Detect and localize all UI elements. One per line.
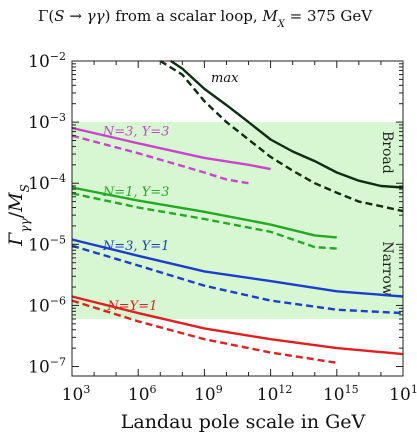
narrow-broad-band xyxy=(72,122,403,319)
annotation-3: N=3, Y=1 xyxy=(102,239,170,254)
x-tick-label: 1015 xyxy=(323,383,359,405)
x-tick-label: 109 xyxy=(194,383,223,405)
series-2-dashed-line xyxy=(71,192,337,250)
series-4-dashed-line xyxy=(71,299,337,364)
curves xyxy=(71,59,404,364)
y-tick-label: 10−3 xyxy=(28,111,66,133)
axis-ticks xyxy=(71,60,404,376)
y-tick-label: 10−7 xyxy=(28,356,66,378)
tick-labels: 103 106 109 1012 1015 1018 10−7 10−6 10−5 10−4 10−… xyxy=(28,50,417,405)
annotation-4: N=Y=1 xyxy=(106,299,157,314)
x-axis-label: Landau pole scale in GeV xyxy=(121,411,366,433)
series-0-dashed-line xyxy=(159,59,404,213)
y-tick-label: 10−6 xyxy=(28,294,66,316)
series-2-solid-line xyxy=(71,186,337,239)
y-tick-label: 10−5 xyxy=(28,233,66,255)
y-axis-label: Γγγ/MS xyxy=(5,184,32,247)
annotation-0: max xyxy=(211,71,239,86)
plot-frame xyxy=(71,60,404,377)
broad-label: Broad xyxy=(379,131,395,174)
x-tick-label: 1012 xyxy=(257,383,293,405)
series-0-solid-line xyxy=(170,59,404,189)
series-4-solid-line xyxy=(71,295,404,356)
series-3-solid-line xyxy=(71,238,404,298)
narrow-label: Narrow xyxy=(379,241,395,295)
y-tick-label: 10−4 xyxy=(28,172,66,194)
chart-title: Γ(S → γγ) from a scalar loop, MX = 375 G… xyxy=(38,7,373,30)
y-tick-label: 10−2 xyxy=(28,50,66,72)
series-annotations: max N=3, Y=3 N=1, Y=3 N=3, Y=1 N=Y=1 xyxy=(102,71,239,314)
series-1-solid-line xyxy=(71,126,271,171)
series-3-dashed-line xyxy=(71,244,404,315)
annotation-2: N=1, Y=3 xyxy=(102,185,170,200)
plot-area: max N=3, Y=3 N=1, Y=3 N=3, Y=1 N=Y=1 Broad N… xyxy=(71,59,404,377)
x-tick-label: 1018 xyxy=(389,383,417,405)
x-tick-label: 106 xyxy=(128,383,157,405)
series-1-dashed-line xyxy=(71,134,249,185)
x-tick-label: 103 xyxy=(62,383,91,405)
annotation-1: N=3, Y=3 xyxy=(102,125,170,140)
